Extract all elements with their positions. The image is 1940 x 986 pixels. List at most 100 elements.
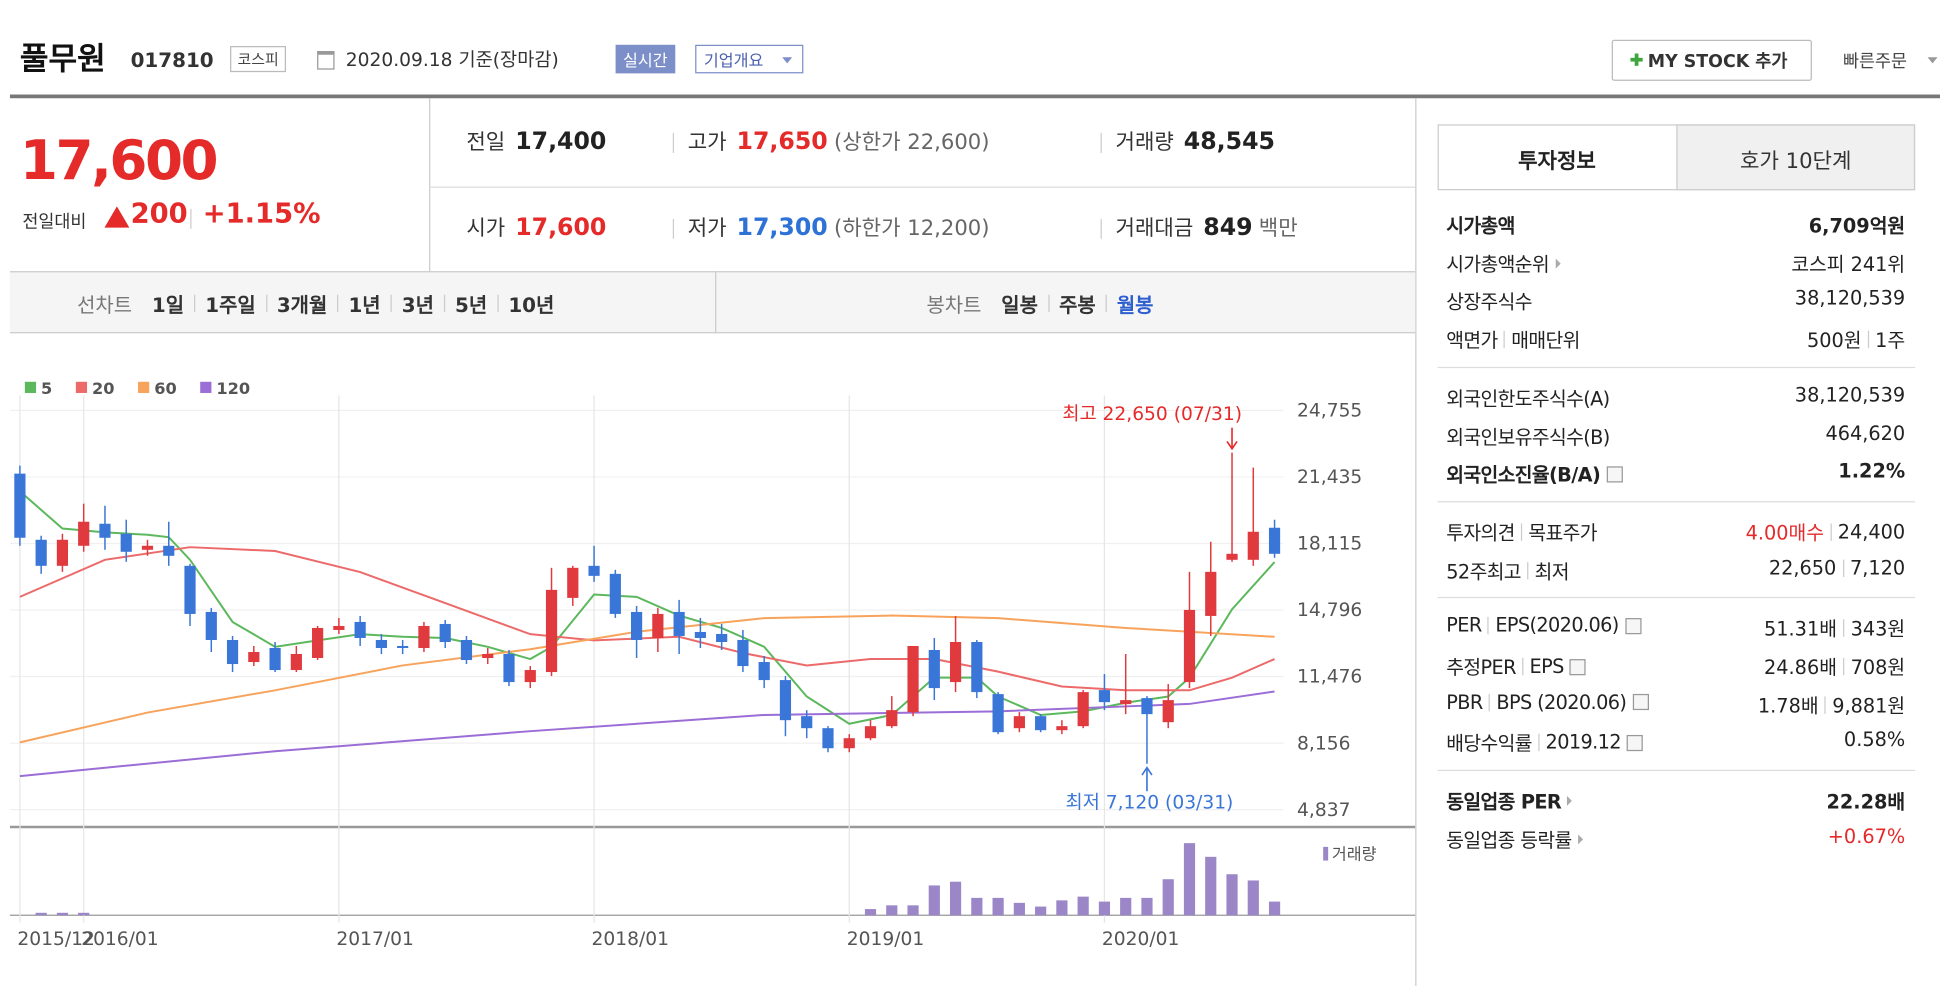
- candle-body: [758, 662, 770, 681]
- volume-bar: [992, 897, 1004, 916]
- label-part: 외국인소진율(B/A): [1446, 464, 1601, 487]
- ma-line: [19, 490, 1276, 725]
- volume-bar: [907, 905, 919, 916]
- value-part: 22.28배: [1826, 791, 1906, 814]
- arrow-head: [1141, 766, 1153, 776]
- candle-body: [78, 521, 90, 546]
- stat-value: 17,600: [515, 213, 607, 242]
- value-part: 6,709억원: [1808, 215, 1906, 238]
- plus-icon: [1630, 53, 1643, 66]
- realtime-button[interactable]: 실시간: [615, 44, 676, 74]
- candle-body: [418, 625, 430, 649]
- controls-divider: [715, 271, 717, 334]
- candle-body: [1162, 700, 1174, 723]
- stat-label: 저가: [687, 216, 727, 242]
- period-option[interactable]: 일봉: [1001, 293, 1038, 318]
- candle-body: [269, 648, 281, 671]
- period-option[interactable]: 5년: [455, 293, 488, 318]
- value-part: 24.86배: [1764, 656, 1837, 680]
- quick-order[interactable]: 빠른주문: [1843, 52, 1908, 73]
- volume-bar: [1226, 874, 1238, 916]
- candle-body: [439, 623, 451, 642]
- arrow-icon: [1567, 796, 1573, 806]
- candle-body: [503, 654, 515, 683]
- volume-bar: [78, 912, 90, 916]
- info-label: PER EPS(2020.06): [1446, 615, 1642, 637]
- candle-body: [205, 611, 217, 640]
- label-part: 외국인보유주식수(B): [1446, 425, 1610, 449]
- x-tick-label: 2019/01: [847, 929, 924, 950]
- volume-bar: [1205, 856, 1217, 916]
- value-part: +0.67%: [1827, 825, 1906, 848]
- help-icon: [1632, 694, 1649, 711]
- period-option[interactable]: 1일: [151, 293, 185, 318]
- candle-body: [588, 565, 600, 576]
- stat-label: 시가: [466, 216, 506, 242]
- help-icon: [1606, 465, 1623, 483]
- candle-body: [630, 611, 643, 640]
- stat-label: 거래대금: [1115, 216, 1194, 242]
- separator: [1824, 696, 1827, 714]
- candle-body: [971, 641, 983, 693]
- info-label: 투자의견 목표주가: [1446, 518, 1597, 545]
- period-option[interactable]: 3년: [401, 293, 434, 318]
- candle-body: [886, 710, 898, 727]
- period-option[interactable]: 1년: [348, 293, 381, 318]
- separator: [1047, 294, 1050, 313]
- legend-swatch: [75, 381, 88, 393]
- period-option[interactable]: 10년: [508, 293, 555, 318]
- arrow-icon: [1577, 834, 1583, 845]
- value-part: 코스피 241위: [1791, 253, 1906, 276]
- label-part: 매매단위: [1511, 329, 1580, 353]
- tab-active[interactable]: 투자정보: [1518, 149, 1596, 175]
- label-part: PBR: [1446, 691, 1483, 714]
- volume-bar: [886, 905, 898, 916]
- mystock-label[interactable]: MY STOCK 추가: [1647, 52, 1788, 73]
- stat: 거래량 48,545: [1116, 124, 1275, 155]
- separator: [1843, 619, 1845, 638]
- market-badge: 코스피: [230, 46, 287, 73]
- stat-value: 48,545: [1183, 128, 1275, 156]
- annotation: 최저 7,120 (03/31): [1066, 793, 1234, 814]
- y-tick-label: 18,115: [1297, 534, 1362, 555]
- volume-legend-swatch: [1323, 846, 1329, 861]
- candle-body: [460, 639, 473, 661]
- candle-body: [992, 694, 1004, 733]
- y-tick-label: 14,796: [1297, 600, 1362, 621]
- volume-bar: [1013, 902, 1025, 916]
- volume-bar: [949, 881, 962, 916]
- info-label: 상장주식수: [1446, 288, 1532, 315]
- label-part: 2019.12: [1545, 731, 1622, 755]
- stat-value: 17,400: [515, 128, 607, 156]
- period-option[interactable]: 월봉: [1116, 293, 1154, 318]
- separator: [497, 294, 499, 313]
- label-part: 상장주식수: [1446, 291, 1532, 314]
- value-part: 1주: [1875, 329, 1906, 353]
- separator: [1830, 523, 1832, 541]
- candle-body: [99, 523, 111, 538]
- period-controls: 선차트 1일 1주일 3개월 1년 3년 5년 10년: [77, 289, 554, 319]
- mystock-button[interactable]: [1611, 39, 1812, 81]
- info-label: 외국인한도주식수(A): [1446, 384, 1610, 411]
- candle-body: [120, 533, 132, 552]
- change-label: 전일대비: [22, 212, 87, 233]
- value-part: 0.58%: [1843, 729, 1906, 752]
- tab[interactable]: 호가 10단계: [1740, 149, 1852, 175]
- period-option[interactable]: 1주일: [205, 293, 256, 318]
- stat-label: 고가: [687, 130, 727, 156]
- stat-separator: [1100, 133, 1102, 153]
- company-button[interactable]: 기업개요: [695, 44, 804, 74]
- candle-body: [737, 639, 749, 667]
- period-option[interactable]: 3개월: [276, 293, 328, 318]
- stat: 저가 17,300 (하한가 12,200): [688, 210, 990, 241]
- candle-body: [184, 565, 196, 614]
- candle-body: [801, 716, 813, 729]
- volume-bar: [1120, 897, 1132, 916]
- stat-value: 849: [1203, 213, 1253, 242]
- x-tick-label: 2015/12: [17, 929, 94, 950]
- info-label: 52주최고 최저: [1446, 557, 1569, 584]
- candle-body: [354, 621, 366, 638]
- dropdown-caret: [1927, 57, 1938, 64]
- period-option[interactable]: 주봉: [1059, 293, 1096, 318]
- info-value: 22,650 7,120: [1617, 557, 1905, 579]
